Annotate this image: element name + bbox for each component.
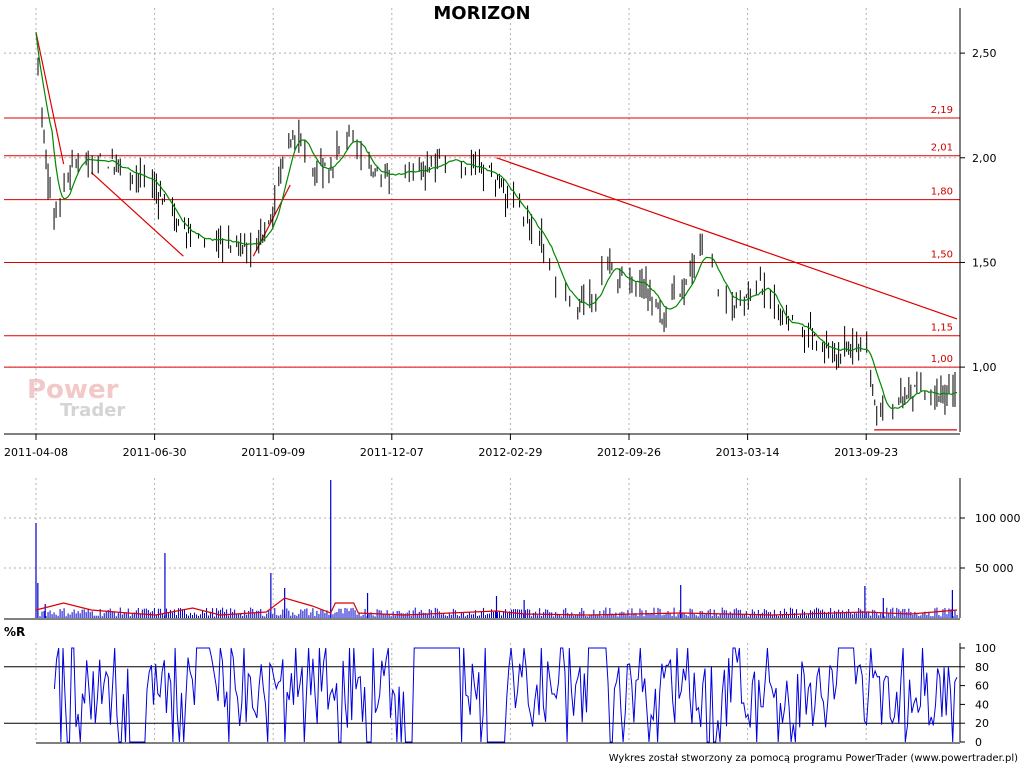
level-label: 1,15 xyxy=(931,323,953,334)
trendline xyxy=(90,171,184,257)
trendline xyxy=(35,32,65,165)
y-tick-label: 80 xyxy=(975,661,989,674)
volume-panel xyxy=(35,480,958,618)
x-tick-label: 2012-09-26 xyxy=(597,446,661,459)
level-label: 1,50 xyxy=(931,249,953,260)
willr-label: %R xyxy=(4,625,25,639)
x-tick-label: 2012-02-29 xyxy=(478,446,542,459)
powertrader-watermark: Power Trader xyxy=(27,375,125,421)
y-tick-label: 0 xyxy=(975,736,982,749)
axes: 2011-04-08 2011-06-30 2011-09-09 2011-12-07… xyxy=(4,8,1021,749)
y-tick-label: 100 000 xyxy=(975,512,1021,525)
price-levels: 2,19 2,01 1,80 1,50 1,15 1,00 xyxy=(4,105,960,368)
moving-average-line xyxy=(35,32,958,410)
y-tick-label: 2,00 xyxy=(972,152,997,165)
y-tick-label: 60 xyxy=(975,680,989,693)
footer-credit: Wykres został stworzony za pomocą progra… xyxy=(609,753,1018,764)
x-tick-label: 2011-04-08 xyxy=(4,446,68,459)
watermark-trader: Trader xyxy=(60,400,125,421)
y-tick-label: 1,50 xyxy=(972,256,997,269)
trendline xyxy=(496,157,958,320)
trendline xyxy=(252,184,291,257)
y-tick-label: 20 xyxy=(975,717,989,730)
watermark-power: Power xyxy=(27,375,119,405)
volume-ma-line xyxy=(35,597,958,616)
x-tick-label: 2013-09-23 xyxy=(834,446,898,459)
x-tick-label: 2011-12-07 xyxy=(360,446,424,459)
williams-r-panel xyxy=(4,647,960,743)
chart-title: MORIZON xyxy=(433,3,530,24)
price-panel xyxy=(35,32,958,431)
y-tick-label: 2,50 xyxy=(972,47,997,60)
x-tick-label: 2013-03-14 xyxy=(716,446,780,459)
x-tick-label: 2011-06-30 xyxy=(123,446,187,459)
willr-line xyxy=(53,647,958,743)
y-tick-label: 40 xyxy=(975,698,989,711)
y-tick-label: 50 000 xyxy=(975,562,1014,575)
y-tick-label: 100 xyxy=(975,642,996,655)
level-label: 1,00 xyxy=(931,354,953,365)
level-label: 2,19 xyxy=(931,105,953,116)
level-label: 2,01 xyxy=(931,143,953,154)
level-label: 1,80 xyxy=(931,187,953,198)
y-tick-label: 1,00 xyxy=(972,361,997,374)
x-tick-label: 2011-09-09 xyxy=(241,446,305,459)
